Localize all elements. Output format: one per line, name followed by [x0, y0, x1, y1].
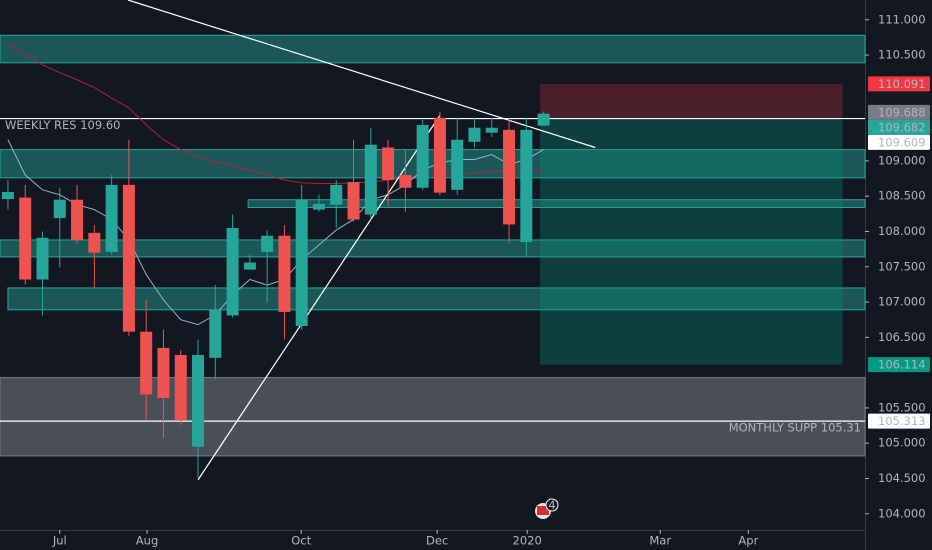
candle-body	[209, 309, 222, 358]
x-tick-label: Jul	[52, 534, 67, 548]
zone	[247, 199, 866, 208]
candle-body	[537, 113, 550, 126]
candle-body	[1, 191, 14, 200]
price-label-box	[868, 413, 930, 429]
price-label: 109.682	[878, 120, 926, 134]
candle-body	[174, 354, 187, 420]
candle-body	[243, 262, 256, 270]
candle-body	[71, 199, 84, 240]
price-label: 109.688	[878, 105, 926, 119]
price-label-box	[868, 134, 930, 150]
candle-body	[433, 117, 446, 193]
candle-body	[520, 129, 533, 243]
candle-body	[485, 127, 498, 133]
event-badge	[545, 498, 559, 512]
price-label: 109.609	[878, 135, 926, 149]
y-tick-label: 106.500	[878, 330, 926, 344]
candle-body	[330, 184, 343, 205]
x-tick-label: Mar	[649, 534, 671, 548]
x-tick-label: Dec	[426, 534, 448, 548]
zone	[0, 239, 866, 258]
risk-area	[540, 83, 843, 118]
candle-body	[88, 232, 101, 253]
y-tick-label: 105.500	[878, 400, 926, 414]
level-label: WEEKLY RES 109.60	[5, 118, 120, 132]
y-tick-label: 110.500	[878, 48, 926, 62]
candle-body	[503, 129, 516, 225]
candle-body	[122, 184, 135, 332]
candle-body	[312, 203, 325, 210]
candle-body	[53, 199, 66, 219]
candle-body	[451, 139, 464, 190]
y-tick-label: 105.000	[878, 436, 926, 450]
trendline	[127, 0, 596, 149]
level-label: MONTHLY SUPP 105.31	[729, 421, 861, 435]
price-label: 110.091	[878, 77, 926, 91]
candle-body	[347, 182, 360, 220]
price-label-box	[868, 119, 930, 135]
candle-body	[468, 127, 481, 142]
price-label: 105.313	[878, 414, 926, 428]
price-label-box	[868, 104, 930, 120]
price-label-box	[868, 357, 930, 373]
event-icon-flag	[537, 506, 549, 515]
event-badge-count: 4	[548, 498, 555, 512]
y-tick-label: 108.500	[878, 189, 926, 203]
zone	[0, 377, 866, 457]
y-tick-label: 104.000	[878, 506, 926, 520]
candle-body	[105, 184, 118, 252]
candle-body	[364, 144, 377, 215]
x-tick-label: Oct	[291, 534, 311, 548]
zone	[0, 149, 866, 179]
candle-body	[261, 235, 274, 252]
y-tick-label: 107.500	[878, 259, 926, 273]
zone	[7, 287, 866, 311]
y-tick-label: 108.000	[878, 224, 926, 238]
reward-area	[540, 117, 843, 365]
candle-body	[382, 147, 395, 180]
y-tick-label: 104.500	[878, 471, 926, 485]
candle-body	[416, 124, 429, 188]
x-tick-label: Aug	[136, 534, 158, 548]
y-tick-label: 107.000	[878, 295, 926, 309]
y-tick-label: 109.000	[878, 153, 926, 167]
candle-body	[278, 235, 291, 312]
price-label-box	[868, 76, 930, 92]
x-tick-label: Apr	[738, 534, 758, 548]
y-tick-label: 111.000	[878, 12, 926, 26]
candle-body	[399, 175, 412, 188]
candle-body	[140, 331, 153, 395]
candle-body	[36, 237, 49, 280]
candle-body	[19, 197, 32, 280]
price-label: 106.114	[878, 358, 926, 372]
x-tick-label: 2020	[513, 534, 542, 548]
candle-body	[226, 227, 239, 316]
candle-body	[192, 354, 205, 447]
candle-body	[157, 347, 170, 399]
candle-body	[295, 199, 308, 327]
zone	[0, 34, 866, 64]
